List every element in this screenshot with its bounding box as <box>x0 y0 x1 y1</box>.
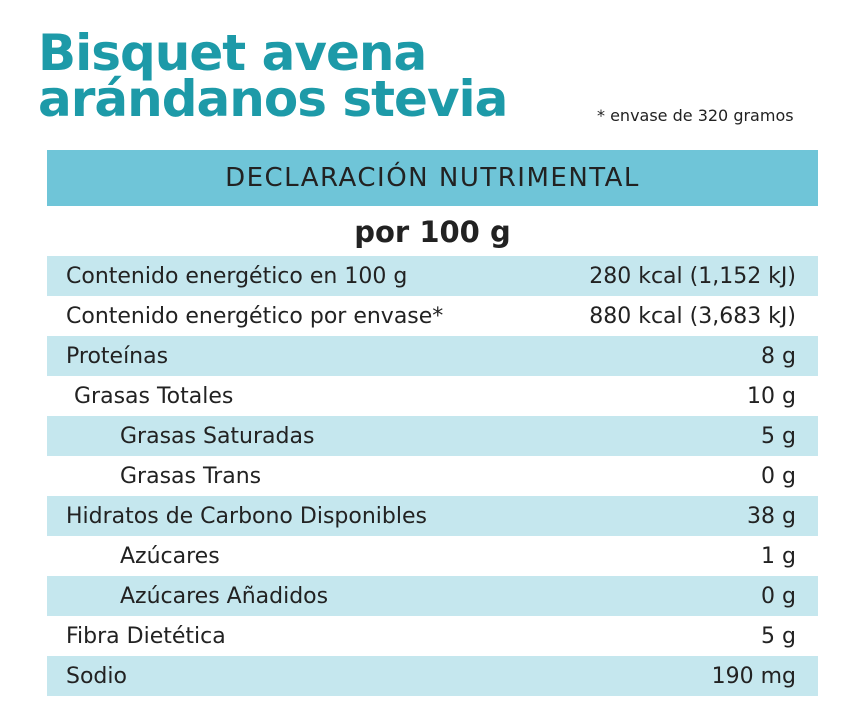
table-subheader: por 100 g <box>354 215 511 249</box>
table-row: Contenido energético en 100 g 280 kcal (1… <box>47 256 818 296</box>
row-label: Azúcares <box>120 543 220 569</box>
row-value: 280 kcal (1,152 kJ) <box>589 263 796 289</box>
row-value: 190 mg <box>711 663 796 689</box>
table-row: Grasas Totales 10 g <box>47 376 818 416</box>
row-value: 1 g <box>761 543 796 569</box>
row-label: Proteínas <box>66 343 169 369</box>
row-value: 38 g <box>747 503 796 529</box>
table-row: Grasas Trans 0 g <box>47 456 818 496</box>
table-row: Contenido energético por envase* 880 kcal… <box>47 296 818 336</box>
row-label: Contenido energético por envase* <box>66 303 444 329</box>
row-label: Hidratos de Carbono Disponibles <box>66 503 427 529</box>
row-value: 880 kcal (3,683 kJ) <box>589 303 796 329</box>
row-value: 8 g <box>761 343 796 369</box>
table-header: DECLARACIÓN NUTRIMENTAL <box>47 150 818 206</box>
note: * envase de 320 gramos <box>597 106 794 125</box>
title: Bisquet avena arándanos stevia <box>38 24 508 128</box>
table-row: Fibra Dietética 5 g <box>47 616 818 656</box>
table-row: Azúcares Añadidos 0 g <box>47 576 818 616</box>
title-line: Bisquet avena <box>38 24 427 82</box>
row-value: 5 g <box>761 623 796 649</box>
row-value: 5 g <box>761 423 796 449</box>
table-row: Grasas Saturadas 5 g <box>47 416 818 456</box>
table-row: Proteínas 8 g <box>47 336 818 376</box>
row-value: 0 g <box>761 463 796 489</box>
row-label: Grasas Totales <box>74 383 234 409</box>
row-label: Azúcares Añadidos <box>120 583 329 609</box>
row-label: Grasas Trans <box>120 463 262 489</box>
table-row: Sodio 190 mg <box>47 656 818 696</box>
table-row: Azúcares 1 g <box>47 536 818 576</box>
table-body: Contenido energético en 100 g 280 kcal (1… <box>47 256 818 696</box>
table-row: Hidratos de Carbono Disponibles 38 g <box>47 496 818 536</box>
row-label: Fibra Dietética <box>66 623 226 649</box>
row-value: 10 g <box>747 383 796 409</box>
row-label: Sodio <box>66 663 127 689</box>
title-line: arándanos stevia <box>38 70 508 128</box>
row-label: Contenido energético en 100 g <box>66 263 408 289</box>
row-label: Grasas Saturadas <box>120 423 315 449</box>
row-value: 0 g <box>761 583 796 609</box>
